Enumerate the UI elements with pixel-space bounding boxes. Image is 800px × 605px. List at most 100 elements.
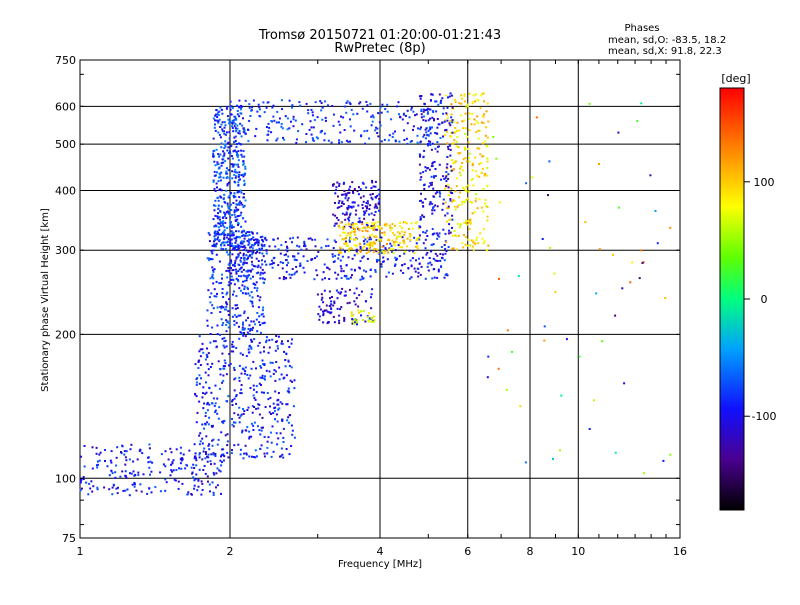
- data-point: [358, 102, 361, 105]
- data-point: [235, 175, 238, 178]
- data-point: [79, 481, 82, 484]
- data-point: [401, 230, 403, 233]
- data-point: [215, 345, 218, 348]
- data-point: [217, 163, 220, 166]
- data-point: [226, 172, 229, 175]
- data-point: [230, 145, 233, 148]
- data-point: [403, 231, 406, 234]
- data-point: [465, 190, 468, 193]
- data-point: [428, 168, 431, 171]
- data-point: [249, 327, 252, 330]
- data-point: [408, 277, 411, 280]
- data-point: [356, 319, 359, 322]
- data-point: [79, 479, 82, 482]
- data-point: [207, 444, 210, 447]
- data-point: [256, 232, 259, 235]
- data-point: [487, 355, 490, 358]
- data-point: [238, 421, 241, 424]
- data-point: [420, 108, 423, 111]
- data-point: [257, 425, 259, 428]
- data-point: [230, 260, 233, 262]
- data-point: [247, 240, 250, 243]
- data-point: [214, 224, 217, 227]
- data-point: [641, 262, 644, 264]
- data-point: [461, 241, 464, 244]
- data-point: [431, 212, 434, 215]
- data-point: [439, 259, 442, 262]
- data-point: [281, 420, 284, 422]
- data-point: [235, 315, 238, 318]
- data-point: [389, 248, 392, 251]
- data-point: [361, 230, 364, 232]
- data-point: [228, 131, 231, 134]
- data-point: [459, 224, 462, 227]
- data-point: [363, 210, 365, 213]
- data-point: [222, 367, 225, 370]
- data-point: [221, 158, 224, 161]
- data-point: [377, 112, 380, 115]
- data-point: [213, 126, 216, 129]
- data-point: [220, 305, 223, 308]
- data-point: [237, 443, 240, 446]
- data-point: [265, 239, 268, 242]
- data-point: [449, 198, 452, 201]
- data-point: [344, 294, 347, 297]
- data-point: [365, 252, 368, 255]
- data-point: [231, 214, 234, 216]
- data-point: [291, 380, 294, 383]
- x-tick-label: 4: [377, 545, 384, 558]
- data-point: [359, 260, 362, 263]
- data-point: [453, 200, 456, 202]
- data-point: [242, 160, 245, 163]
- data-point: [348, 101, 351, 104]
- data-point: [360, 314, 362, 317]
- data-point: [180, 467, 183, 470]
- data-point: [222, 306, 225, 309]
- data-point: [119, 475, 122, 478]
- data-point: [219, 373, 222, 376]
- data-point: [243, 240, 245, 243]
- data-point: [559, 449, 561, 452]
- data-point: [342, 226, 345, 229]
- data-point: [310, 108, 313, 111]
- data-point: [226, 105, 229, 108]
- data-point: [452, 168, 455, 171]
- data-point: [481, 155, 484, 158]
- data-point: [398, 222, 401, 224]
- data-point: [365, 186, 368, 189]
- data-point: [220, 455, 222, 458]
- data-point: [354, 318, 356, 321]
- data-point: [237, 253, 240, 256]
- data-point: [126, 488, 129, 491]
- data-point: [335, 189, 337, 192]
- data-point: [234, 245, 237, 248]
- data-point: [349, 125, 352, 128]
- data-point: [307, 237, 310, 240]
- data-point: [209, 333, 212, 335]
- data-point: [257, 103, 260, 106]
- data-point: [352, 113, 355, 116]
- data-point: [255, 127, 258, 130]
- data-point: [372, 116, 375, 119]
- data-point: [372, 251, 375, 254]
- data-point: [236, 307, 239, 310]
- data-point: [323, 132, 326, 135]
- data-point: [204, 415, 207, 418]
- data-point: [338, 182, 341, 185]
- data-point: [469, 222, 472, 225]
- data-point: [261, 268, 264, 271]
- data-point: [358, 294, 361, 297]
- data-point: [206, 356, 209, 359]
- data-point: [378, 197, 381, 200]
- data-point: [171, 470, 173, 473]
- data-point: [234, 171, 237, 174]
- data-point: [267, 351, 270, 354]
- data-point: [193, 457, 196, 460]
- data-point: [292, 255, 295, 258]
- data-point: [243, 288, 246, 291]
- data-point: [180, 459, 183, 462]
- data-point: [110, 469, 113, 472]
- data-point: [249, 277, 252, 280]
- data-point: [220, 281, 223, 284]
- data-point: [617, 206, 620, 209]
